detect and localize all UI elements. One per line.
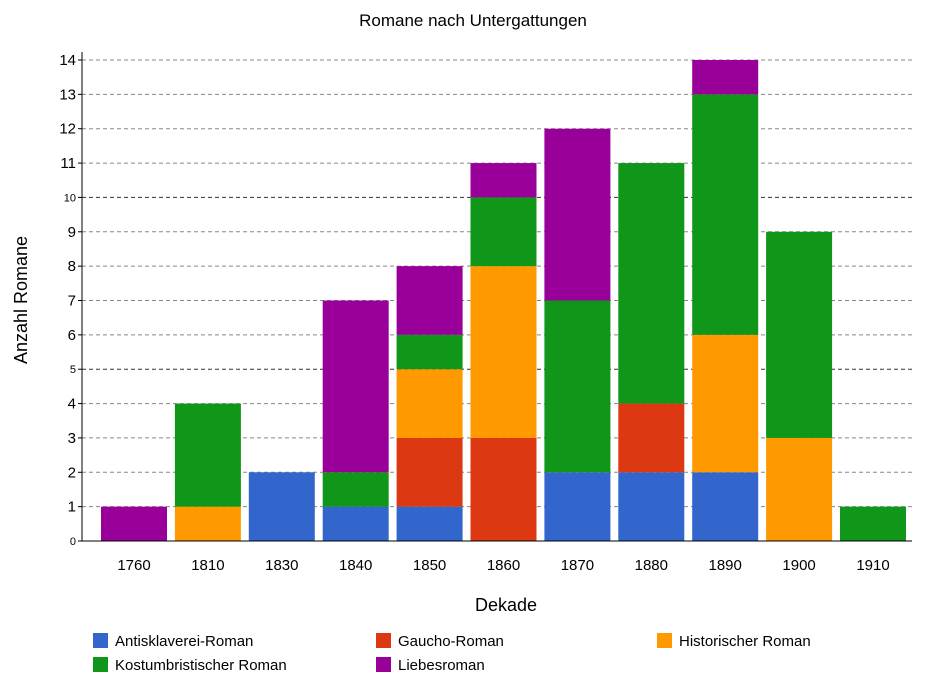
bar-segment bbox=[544, 128, 611, 301]
x-tick-label: 1860 bbox=[487, 557, 520, 574]
bar-segment bbox=[174, 403, 241, 507]
legend-label: Historischer Roman bbox=[679, 633, 811, 650]
y-axis-title: Anzahl Romane bbox=[11, 236, 31, 364]
y-tick-label: 9 bbox=[68, 224, 76, 241]
y-tick-label: 4 bbox=[68, 396, 76, 413]
legend-label: Gaucho-Roman bbox=[398, 633, 504, 650]
y-tick-label: 12 bbox=[59, 121, 76, 138]
bar-segment bbox=[396, 506, 463, 541]
axes bbox=[78, 52, 912, 542]
bar-segment bbox=[544, 300, 611, 473]
x-tick-label: 1870 bbox=[561, 557, 594, 574]
bar-segment bbox=[692, 94, 759, 335]
legend-swatch bbox=[376, 657, 391, 672]
bar-segment bbox=[692, 334, 759, 473]
bar-segment bbox=[692, 60, 759, 95]
y-tick-label: 13 bbox=[59, 86, 76, 103]
legend-label: Kostumbristischer Roman bbox=[115, 657, 287, 674]
bar-segment bbox=[396, 369, 463, 438]
y-tick-label: 2 bbox=[68, 464, 76, 481]
x-axis-title: Dekade bbox=[475, 595, 537, 615]
bar-segment bbox=[101, 506, 167, 541]
bar-segment bbox=[470, 197, 537, 267]
bar-segment bbox=[396, 266, 463, 335]
bar-segment bbox=[766, 437, 833, 541]
y-tick-label: 7 bbox=[68, 293, 76, 310]
bar-segment bbox=[840, 506, 906, 541]
bar-segment bbox=[766, 231, 833, 438]
x-tick-label: 1840 bbox=[339, 557, 372, 574]
bar-segment bbox=[174, 506, 241, 541]
bar-segment bbox=[470, 163, 537, 198]
bar-segment bbox=[396, 334, 463, 370]
legend-label: Antisklaverei-Roman bbox=[115, 633, 253, 650]
y-tick-label: 10 bbox=[64, 192, 76, 204]
y-tick-label: 8 bbox=[68, 258, 76, 275]
y-tick-label: 14 bbox=[59, 52, 76, 69]
x-tick-label: 1760 bbox=[117, 557, 150, 574]
bar-segment bbox=[322, 472, 389, 507]
x-tick-label: 1890 bbox=[709, 557, 742, 574]
bars bbox=[101, 60, 906, 541]
legend-swatch bbox=[376, 633, 391, 648]
x-tick-labels: 1760 1810 1830 1840 1850 1860 1870 1880 1890 1900… bbox=[117, 557, 889, 574]
bar-segment bbox=[618, 472, 685, 541]
bar-segment bbox=[618, 403, 685, 473]
legend-label: Liebesroman bbox=[398, 657, 485, 674]
x-tick-label: 1850 bbox=[413, 557, 446, 574]
bar-segment bbox=[544, 472, 611, 541]
legend-swatch bbox=[93, 633, 108, 648]
bar-segment bbox=[248, 472, 315, 541]
bar-segment bbox=[322, 506, 389, 541]
legend-swatch bbox=[657, 633, 672, 648]
bar-segment bbox=[618, 163, 685, 404]
x-tick-label: 1910 bbox=[856, 557, 889, 574]
y-tick-label: 1 bbox=[68, 499, 76, 516]
y-tick-label: 5 bbox=[70, 364, 76, 376]
chart-title: Romane nach Untergattungen bbox=[359, 11, 587, 30]
bar-segment bbox=[470, 266, 537, 438]
y-tick-label: 0 bbox=[70, 536, 76, 548]
y-tick-label: 6 bbox=[68, 327, 76, 344]
bar-segment bbox=[692, 472, 759, 541]
x-tick-label: 1880 bbox=[635, 557, 668, 574]
x-tick-label: 1900 bbox=[782, 557, 815, 574]
x-tick-label: 1830 bbox=[265, 557, 298, 574]
y-tick-label: 3 bbox=[68, 430, 76, 447]
bar-segment bbox=[396, 437, 463, 507]
legend: Antisklaverei-Roman Gaucho-Roman Historisc… bbox=[93, 633, 811, 674]
bar-segment bbox=[470, 437, 537, 541]
legend-swatch bbox=[93, 657, 108, 672]
bar-segment bbox=[322, 300, 389, 473]
y-tick-label: 11 bbox=[60, 155, 76, 172]
x-tick-label: 1810 bbox=[191, 557, 224, 574]
